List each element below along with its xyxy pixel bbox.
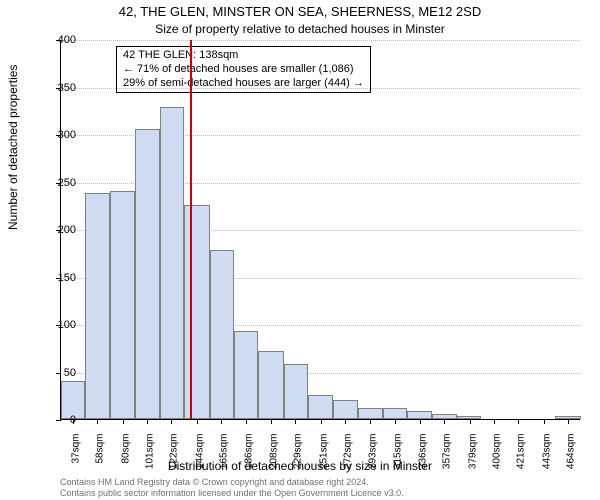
annotation-box: 42 THE GLEN: 138sqm ← 71% of detached ho… [116,46,371,93]
histogram-bar [407,411,433,419]
x-tick-label: 443sqm [541,434,552,478]
x-tick-mark [246,419,247,424]
x-tick-label: 122sqm [169,434,180,478]
histogram-bar [284,364,308,419]
y-tick-label: 0 [26,414,76,426]
x-tick-mark [494,419,495,424]
x-tick-label: 58sqm [94,434,105,478]
y-tick-label: 300 [26,129,76,141]
x-tick-label: 144sqm [194,434,205,478]
x-tick-mark [518,419,519,424]
x-tick-mark [395,419,396,424]
x-tick-mark [321,419,322,424]
x-tick-label: 357sqm [442,434,453,478]
x-tick-label: 165sqm [219,434,230,478]
x-tick-mark [470,419,471,424]
x-tick-label: 336sqm [417,434,428,478]
histogram-bar [358,408,382,419]
y-tick-label: 50 [26,367,76,379]
x-tick-label: 293sqm [367,434,378,478]
histogram-bar [333,400,359,419]
y-tick-label: 400 [26,34,76,46]
y-tick-label: 200 [26,224,76,236]
y-tick-label: 100 [26,319,76,331]
x-tick-label: 400sqm [491,434,502,478]
x-tick-label: 229sqm [293,434,304,478]
x-tick-mark [295,419,296,424]
y-tick-label: 350 [26,82,76,94]
chart-container: 42, THE GLEN, MINSTER ON SEA, SHEERNESS,… [0,0,600,500]
marker-line [190,40,192,419]
histogram-bar [308,395,332,419]
x-tick-mark [171,419,172,424]
gridline [61,88,580,89]
histogram-bar [234,331,258,419]
x-tick-label: 464sqm [566,434,577,478]
x-tick-label: 421sqm [516,434,527,478]
x-tick-label: 37sqm [70,434,81,478]
x-tick-mark [123,419,124,424]
histogram-bar [210,250,234,419]
x-tick-mark [420,419,421,424]
histogram-bar [184,205,210,419]
plot-area: 42 THE GLEN: 138sqm ← 71% of detached ho… [60,40,580,420]
annotation-line: 42 THE GLEN: 138sqm [123,49,364,63]
x-tick-mark [221,419,222,424]
footer-attribution: Contains HM Land Registry data © Crown c… [60,477,404,498]
x-tick-label: 208sqm [269,434,280,478]
x-tick-label: 101sqm [144,434,155,478]
x-tick-label: 379sqm [467,434,478,478]
gridline [61,40,580,41]
x-tick-label: 80sqm [120,434,131,478]
x-tick-mark [271,419,272,424]
chart-title: 42, THE GLEN, MINSTER ON SEA, SHEERNESS,… [0,4,600,19]
x-tick-label: 272sqm [343,434,354,478]
x-tick-label: 186sqm [243,434,254,478]
histogram-bar [85,193,109,419]
chart-subtitle: Size of property relative to detached ho… [0,22,600,36]
x-tick-mark [444,419,445,424]
histogram-bar [110,191,136,419]
x-tick-mark [197,419,198,424]
y-tick-label: 250 [26,177,76,189]
histogram-bar [160,107,184,419]
y-axis-label: Number of detached properties [6,65,20,230]
x-tick-mark [568,419,569,424]
x-tick-mark [544,419,545,424]
x-tick-mark [147,419,148,424]
y-tick-label: 150 [26,272,76,284]
annotation-line: ← 71% of detached houses are smaller (1,… [123,63,364,77]
histogram-bar [383,408,407,419]
histogram-bar [135,129,159,419]
x-tick-mark [370,419,371,424]
footer-line: Contains HM Land Registry data © Crown c… [60,477,404,487]
x-tick-label: 251sqm [319,434,330,478]
x-tick-mark [345,419,346,424]
footer-line: Contains public sector information licen… [60,488,404,498]
x-tick-label: 315sqm [393,434,404,478]
histogram-bar [258,351,284,419]
x-tick-mark [97,419,98,424]
